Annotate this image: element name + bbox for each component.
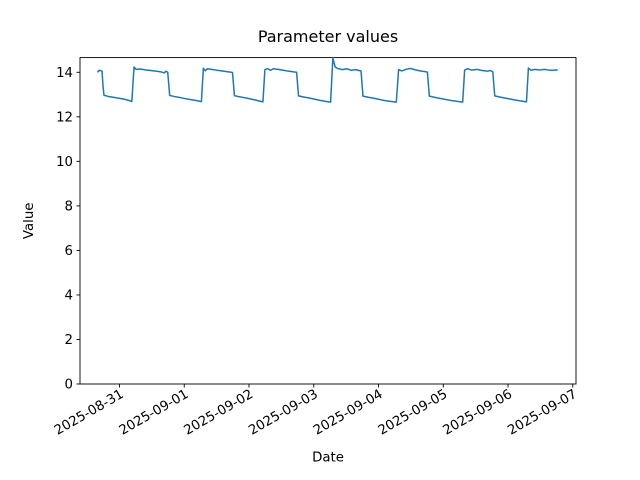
y-tick-label: 8 [65,199,73,214]
y-tick-label: 14 [56,66,73,81]
x-axis-label: Date [312,451,344,466]
y-tick-label: 10 [56,155,73,170]
y-tick-label: 6 [65,244,73,259]
y-axis-label: Value [22,203,37,240]
x-tick-label: 2025-09-06 [441,387,515,439]
x-tick-label: 2025-09-07 [505,387,579,439]
x-tick-label: 2025-09-02 [182,387,256,439]
y-tick-label: 4 [65,289,73,304]
x-tick-label: 2025-09-05 [376,387,450,439]
plot-area [79,57,577,385]
y-tick-label: 12 [56,110,73,125]
x-tick-label: 2025-09-01 [117,387,191,439]
y-tick-label: 0 [65,378,73,393]
series-line [97,57,558,103]
chart-title: Parameter values [258,27,398,46]
x-tick-label: 2025-08-31 [52,387,126,439]
x-tick-label: 2025-09-04 [311,387,385,439]
y-tick-label: 2 [65,333,73,348]
x-tick-label: 2025-09-03 [246,387,320,439]
